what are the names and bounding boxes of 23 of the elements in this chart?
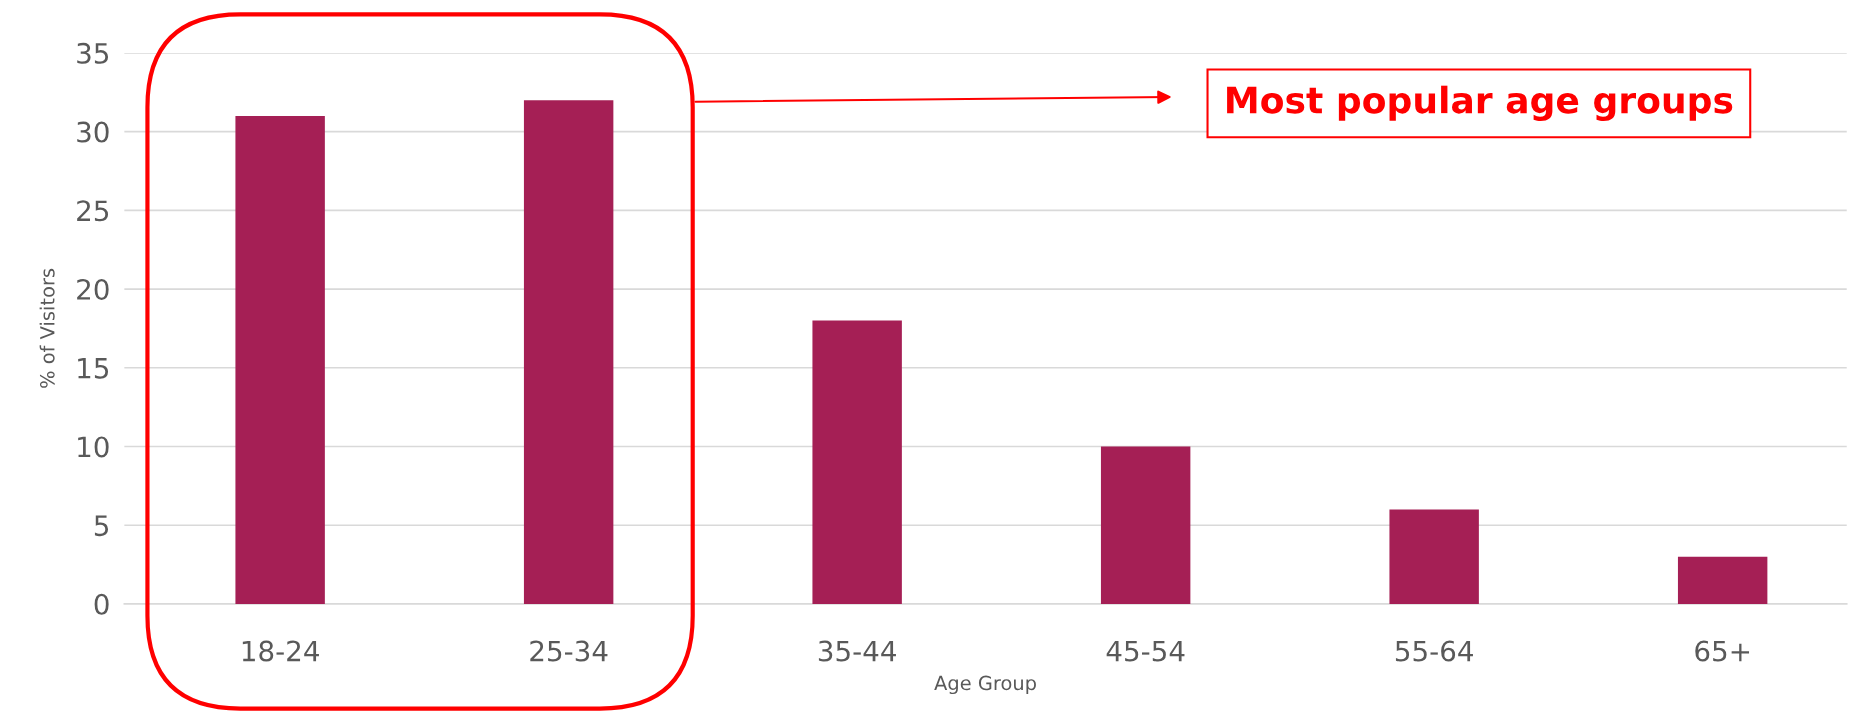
y-tick-label: 5 xyxy=(94,515,109,537)
x-tick-label: 35-44 xyxy=(818,640,896,662)
bar xyxy=(812,320,902,604)
y-tick-label: 15 xyxy=(78,358,109,379)
y-tick-label: 20 xyxy=(77,279,109,301)
bar xyxy=(523,100,614,604)
y-axis-title: % of Visitors xyxy=(39,268,55,388)
bar xyxy=(235,115,325,604)
bar xyxy=(1100,446,1191,604)
annotation: Most popular age groups xyxy=(1227,85,1733,121)
x-tick-label: 55-64 xyxy=(1395,640,1473,662)
x-axis-title: Age Group xyxy=(934,675,1036,695)
bar xyxy=(1389,509,1479,604)
y-tick-label: 35 xyxy=(77,42,109,64)
y-tick-label: 25 xyxy=(77,200,109,222)
y-tick-label: 10 xyxy=(78,436,109,458)
x-tick-label: 18-24 xyxy=(242,640,319,662)
y-tick-label: 0 xyxy=(94,593,109,615)
bar xyxy=(1677,556,1768,604)
x-tick-label: 45-54 xyxy=(1106,640,1185,662)
x-tick-label: 65+ xyxy=(1695,640,1750,662)
x-tick-label: 25-34 xyxy=(530,640,608,662)
y-tick-label: 30 xyxy=(77,121,109,143)
